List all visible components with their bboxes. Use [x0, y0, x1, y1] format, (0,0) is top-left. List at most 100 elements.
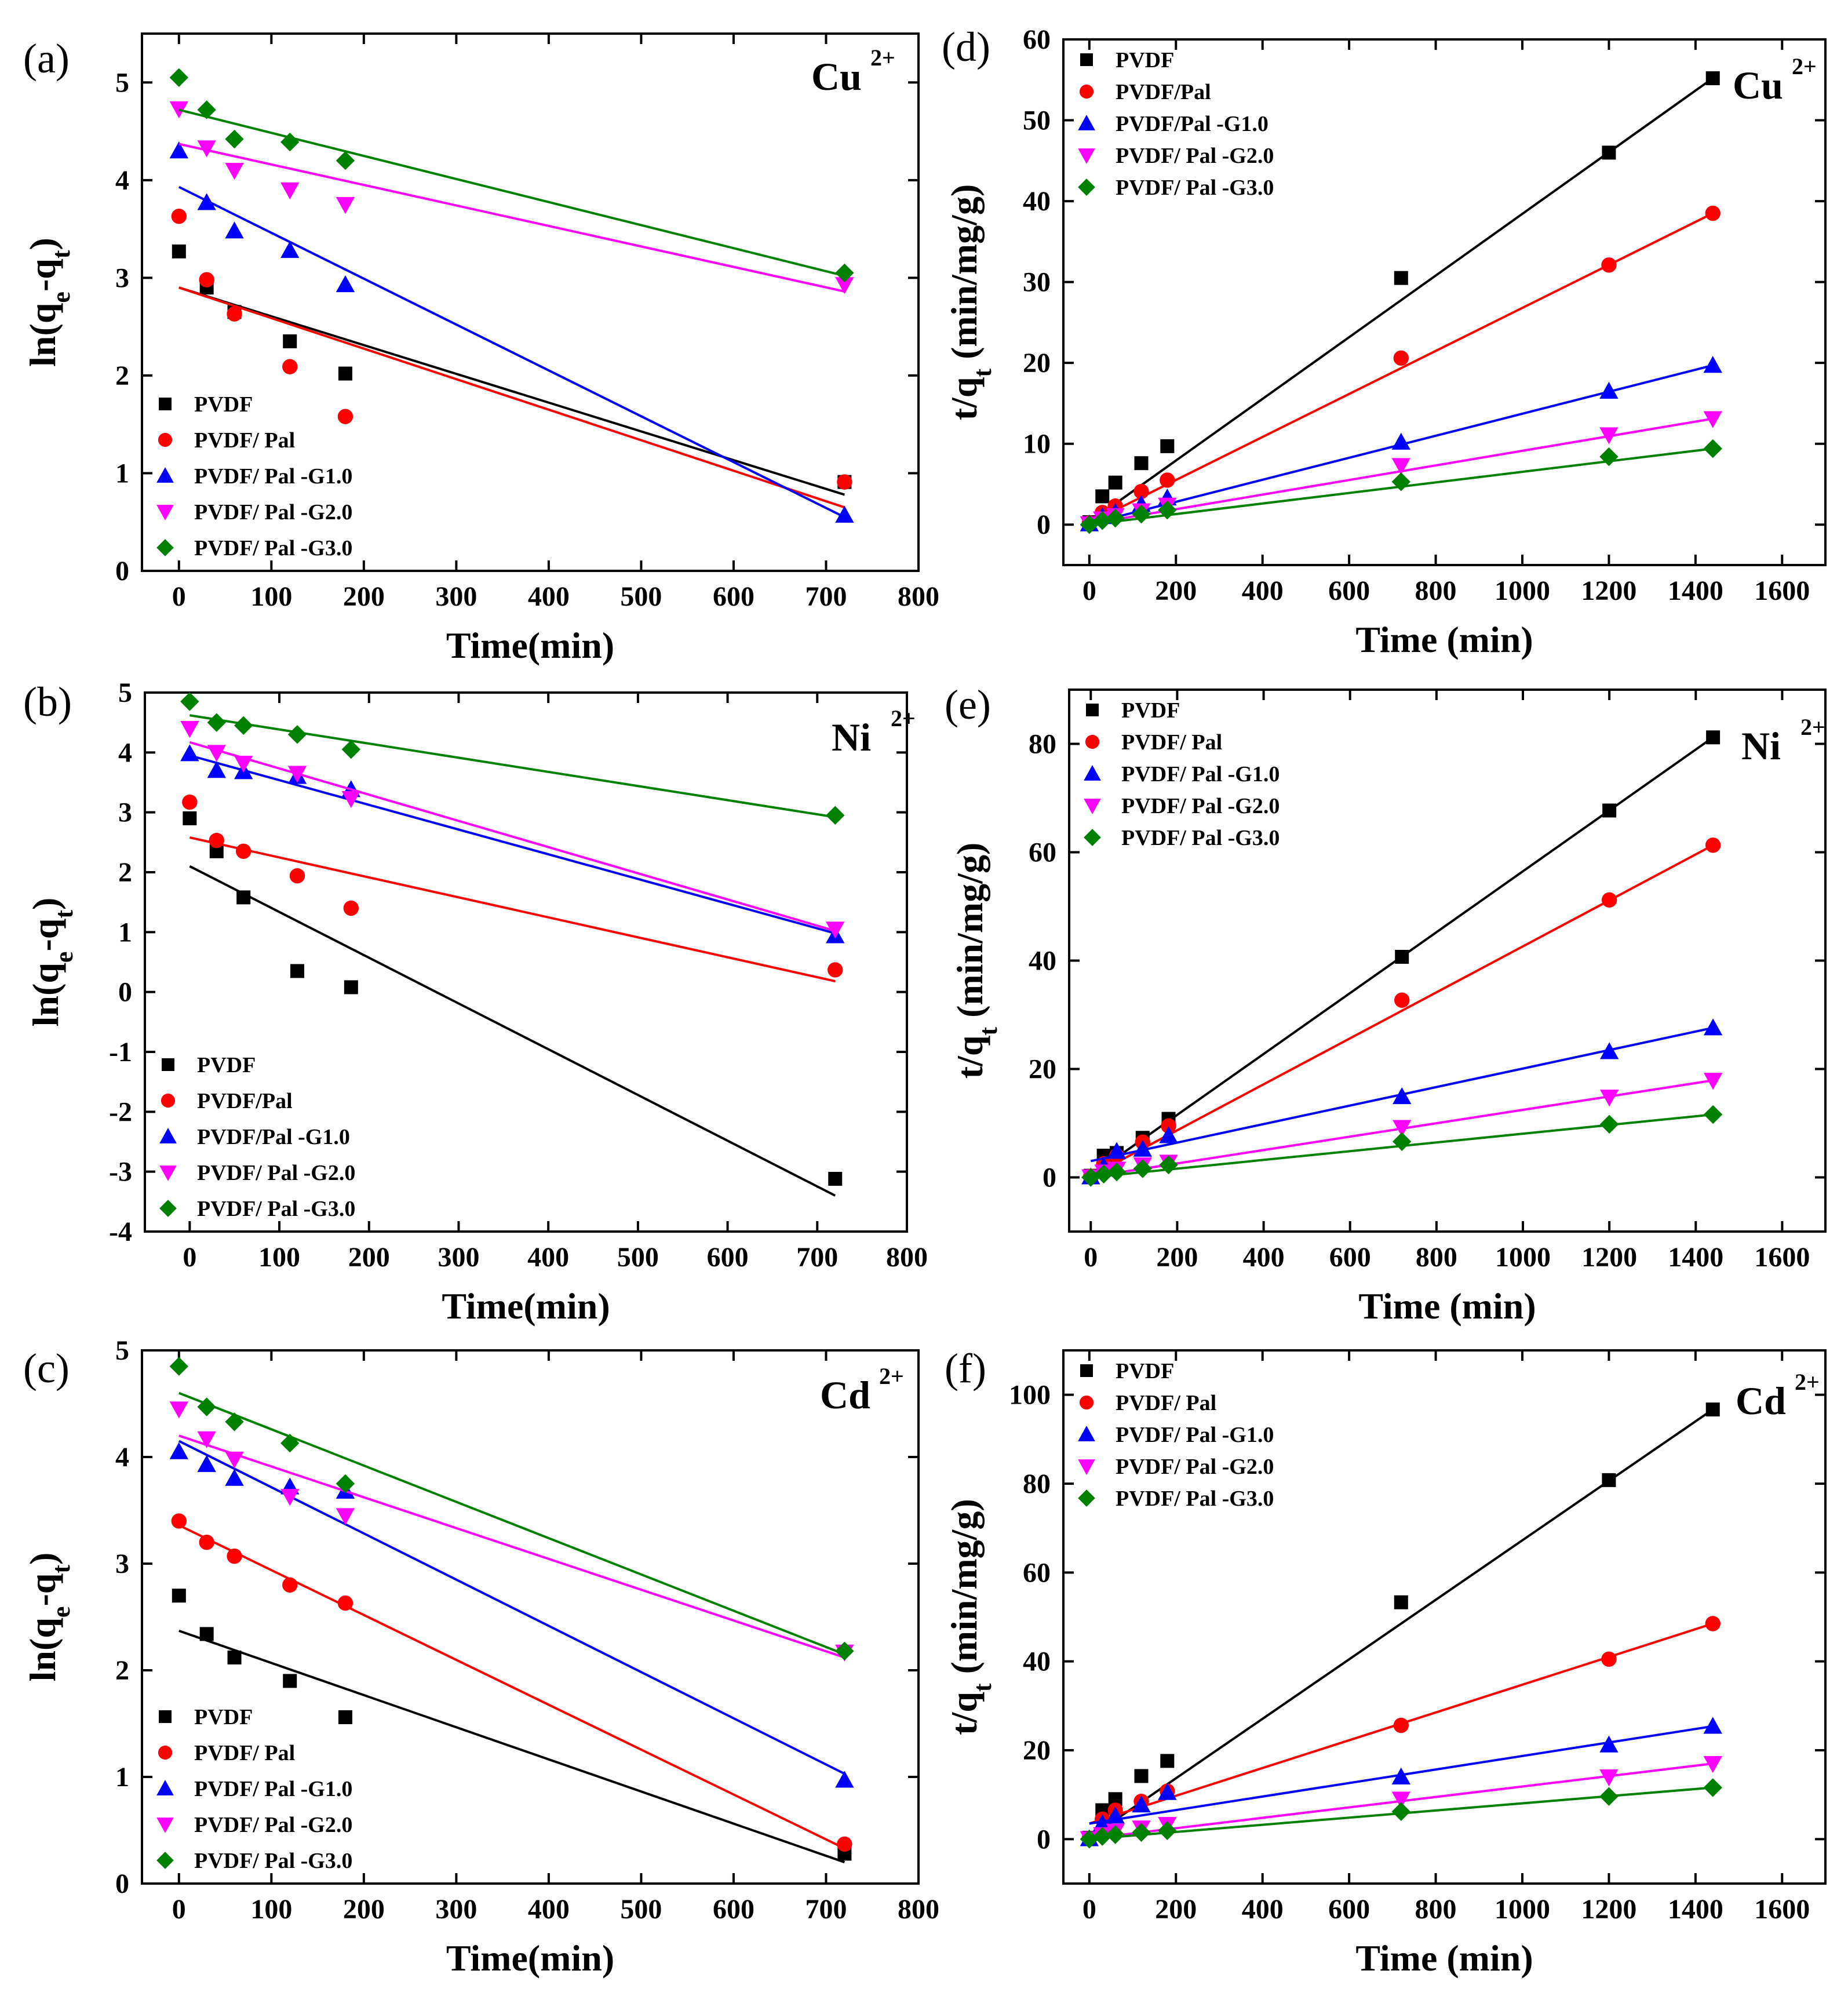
x-tick-label: 800 [1415, 575, 1457, 606]
x-tick-label: 800 [1416, 1242, 1457, 1273]
x-tick-label: 300 [435, 581, 477, 612]
y-tick-label: 30 [1023, 267, 1051, 298]
data-point [1391, 432, 1410, 450]
data-point [225, 1412, 244, 1432]
ion-charge: 2+ [879, 1363, 904, 1389]
x-tick-label: 600 [1328, 1894, 1370, 1925]
legend-marker [1084, 829, 1101, 846]
legend-label: PVDF [194, 392, 253, 417]
fit-line [178, 1392, 845, 1656]
x-axis-title: Time (min) [1358, 1285, 1536, 1327]
x-tick-label: 400 [1242, 1894, 1284, 1925]
y-tick-label: 10 [1023, 429, 1051, 460]
data-point [290, 964, 304, 978]
data-point [341, 740, 361, 759]
legend-marker [156, 505, 174, 520]
data-point [1132, 1823, 1151, 1842]
x-tick-label: 1000 [1495, 1242, 1551, 1273]
legend-label: PVDF/ Pal [194, 1741, 295, 1765]
x-tick-label: 600 [713, 581, 754, 612]
ion-label: Cd [820, 1373, 870, 1417]
y-axis-ylabel_sub1: t [974, 1027, 1003, 1036]
y-axis-title: t/qt (min/mg/g) [943, 184, 997, 421]
data-point [225, 221, 244, 239]
x-tick-label: 800 [898, 1894, 939, 1925]
series-PVDF [172, 244, 852, 496]
fit-line [178, 1434, 845, 1659]
y-tick-label: -1 [109, 1037, 132, 1068]
data-point [1705, 205, 1721, 221]
x-tick-label: 800 [1415, 1894, 1457, 1925]
data-point [234, 716, 253, 735]
fit-line [178, 108, 845, 277]
x-tick-label: 100 [258, 1242, 300, 1273]
x-tick-label: 500 [620, 1894, 662, 1925]
series-G3 [1080, 439, 1722, 534]
legend-marker [1080, 1364, 1093, 1377]
y-axis-ylabel_sub1: t [968, 369, 997, 377]
x-axis-title: Time(min) [442, 1285, 610, 1327]
y-tick-label: 40 [1023, 186, 1051, 217]
data-point [1094, 1164, 1113, 1184]
series-G1 [1080, 356, 1722, 531]
data-point [1158, 1821, 1177, 1840]
series-PVDF/Pal [171, 1513, 852, 1852]
fit-line [178, 286, 845, 509]
y-tick-label: 0 [1043, 1163, 1056, 1193]
panel-b: 0 100 200 300 400 500 600 700 800 -4 -3 -2 -1 0 1 2 3 4 5 T… [23, 678, 928, 1327]
data-point [1161, 1118, 1176, 1134]
fit-line [178, 143, 845, 293]
y-axis-title: ln(qe-qt) [22, 238, 75, 367]
data-point [1703, 356, 1722, 373]
series-G1 [169, 141, 854, 523]
legend-label: PVDF/ Pal -G3.0 [194, 536, 352, 560]
panel-label: (e) [945, 682, 991, 728]
legend-marker [158, 1745, 173, 1760]
y-tick-label: 3 [118, 797, 132, 828]
y-tick-label: 2 [115, 1655, 129, 1686]
y-axis-ylabel_sub1: t [968, 1683, 997, 1692]
legend: PVDF PVDF/ Pal PVDF/ Pal -G1.0 PVDF/ Pal -G… [156, 392, 352, 560]
data-point [1132, 504, 1151, 524]
data-point [280, 1489, 300, 1506]
series-G1 [180, 744, 845, 944]
data-point [1599, 1114, 1619, 1134]
legend-marker [159, 1128, 177, 1143]
legend: PVDF PVDF/ Pal PVDF/ Pal -G1.0 PVDF/ Pal -G… [156, 1705, 352, 1873]
data-point [1158, 500, 1177, 520]
data-point [1391, 1767, 1410, 1784]
series-PVDF [1082, 71, 1720, 530]
data-point [835, 277, 854, 294]
x-tick-label: 700 [805, 581, 847, 612]
y-axis-ylabel_base: t/q [943, 377, 985, 421]
data-point [1703, 1105, 1723, 1124]
data-point [199, 272, 214, 287]
legend: PVDF PVDF/Pal PVDF/Pal -G1.0 PVDF/ Pal -G2.… [159, 1053, 355, 1221]
legend-marker [1078, 179, 1095, 196]
data-point [338, 1710, 352, 1724]
y-tick-label: 60 [1023, 24, 1051, 55]
data-point [180, 744, 199, 762]
y-axis-ylabel_end: ) [25, 898, 66, 910]
data-point [1391, 458, 1410, 475]
x-tick-label: 200 [1155, 575, 1197, 606]
legend-label: PVDF/ Pal -G2.0 [1121, 794, 1280, 818]
fit-line [189, 714, 836, 818]
y-tick-label: 2 [115, 360, 129, 391]
data-point [1394, 992, 1410, 1008]
y-axis-ylabel_sub2: t [47, 250, 75, 258]
series-PVDF/Pal [182, 794, 843, 983]
panel-label: (b) [23, 679, 72, 725]
y-tick-label: 60 [1029, 837, 1056, 868]
y-tick-label: 0 [1037, 509, 1051, 540]
x-tick-label: 200 [1155, 1894, 1197, 1925]
data-point [1160, 1754, 1175, 1768]
legend-marker [159, 398, 172, 410]
legend: PVDF PVDF/ Pal PVDF/ Pal -G1.0 PVDF/ Pal -G… [1078, 1359, 1274, 1511]
legend-marker [1078, 1426, 1095, 1441]
data-point [282, 1577, 298, 1593]
data-point [282, 359, 298, 374]
data-point [283, 1674, 297, 1688]
legend-marker [156, 1780, 174, 1795]
data-point [197, 1455, 216, 1472]
